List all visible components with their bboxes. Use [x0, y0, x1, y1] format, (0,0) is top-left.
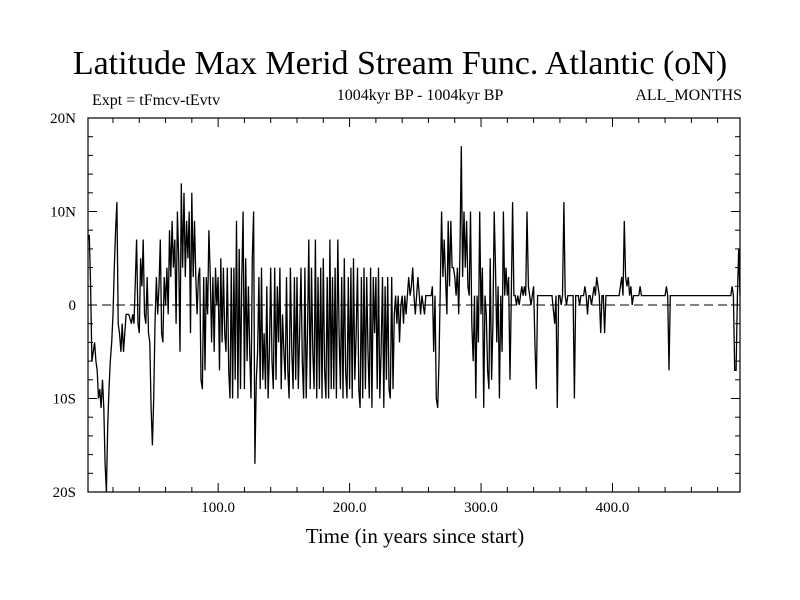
series-line: [87, 146, 741, 493]
x-axis: 100.0 200.0 300.0 400.0: [112, 118, 719, 516]
y-tick-label: 10N: [50, 205, 76, 221]
y-tick-label: 20S: [53, 485, 76, 501]
x-tick-label: 100.0: [201, 500, 235, 516]
x-tick-label: 300.0: [464, 500, 498, 516]
y-tick-label: 10S: [53, 392, 76, 408]
months-label: ALL_MONTHS: [635, 87, 742, 104]
x-axis-label: Time (in years since start): [305, 524, 525, 548]
experiment-label: Expt = tFmcv-tEvtv: [92, 92, 221, 109]
y-axis: 20N 10N 0 10S 20S: [50, 111, 740, 501]
y-tick-label: 0: [69, 298, 77, 314]
x-tick-label: 200.0: [333, 500, 367, 516]
chart-title: Latitude Max Merid Stream Func. Atlantic…: [72, 45, 728, 82]
period-label: 1004kyr BP - 1004kyr BP: [336, 87, 504, 104]
x-tick-label: 400.0: [596, 500, 630, 516]
y-tick-label: 20N: [50, 111, 76, 127]
